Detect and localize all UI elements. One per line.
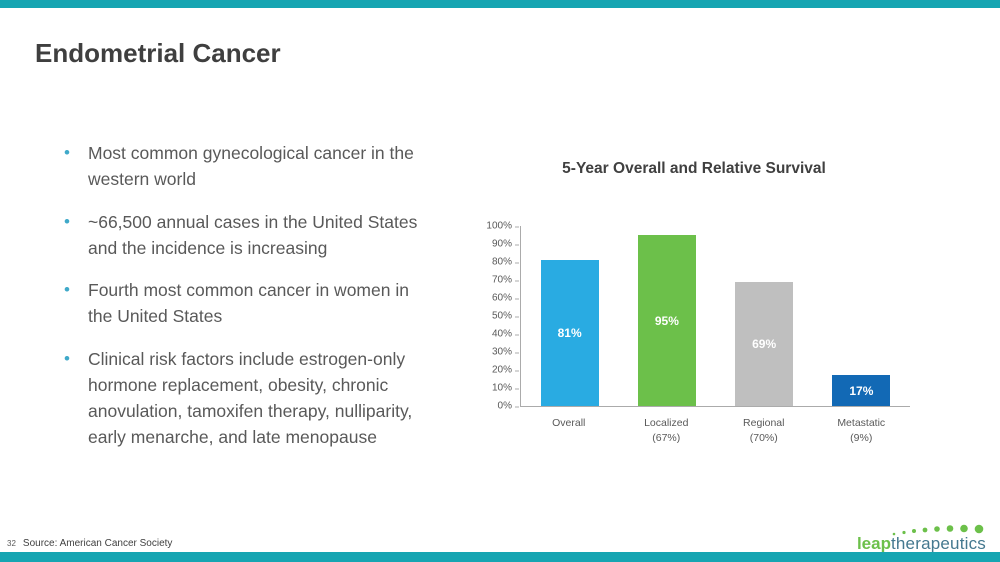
y-tick-label: 50% bbox=[491, 310, 520, 322]
bottom-accent-bar bbox=[0, 552, 1000, 562]
x-category-label: Localized (67%) bbox=[644, 417, 689, 444]
logo-leap-text: leap bbox=[856, 534, 891, 554]
bullet-list: Most common gynecological cancer in the … bbox=[62, 140, 424, 467]
bar-value-label: 81% bbox=[557, 326, 582, 341]
top-accent-bar bbox=[0, 0, 1000, 8]
bar-value-label: 17% bbox=[849, 383, 874, 398]
chart-body: 100% 90% 80% 70% 60% 50% 40% 30% 20% 10% 0% 81% 95%… bbox=[478, 221, 910, 445]
survival-bar-chart: 5-Year Overall and Relative Survival 100… bbox=[478, 160, 910, 445]
bar-column: 69% bbox=[716, 226, 813, 406]
bullet-item: Clinical risk factors include estrogen-o… bbox=[62, 346, 424, 451]
x-category-label: Metastatic (9%) bbox=[837, 417, 886, 444]
bar-value-label: 95% bbox=[654, 313, 679, 328]
y-tick-label: 80% bbox=[491, 256, 520, 268]
y-tick-label: 60% bbox=[491, 292, 520, 304]
page-number: 32 bbox=[7, 539, 16, 548]
bar-metastatic: 17% bbox=[832, 375, 891, 406]
plot-wrap: 81% 95% 69% 17% Overall Localized (67%) Region… bbox=[520, 226, 910, 445]
bullet-item: ~66,500 annual cases in the United State… bbox=[62, 209, 424, 262]
y-tick-label: 0% bbox=[497, 400, 520, 412]
bar-column: 95% bbox=[618, 226, 715, 406]
leap-therapeutics-logo: leaptherapeutics bbox=[857, 521, 986, 554]
y-tick-label: 90% bbox=[491, 238, 520, 250]
slide-title: Endometrial Cancer bbox=[35, 38, 281, 68]
y-tick-label: 30% bbox=[491, 346, 520, 358]
bar-regional: 69% bbox=[735, 281, 794, 406]
bullet-item: Fourth most common cancer in women in th… bbox=[62, 277, 424, 330]
bar-value-label: 69% bbox=[752, 336, 777, 351]
bar-column: 81% bbox=[521, 226, 618, 406]
bar-localized: 95% bbox=[637, 235, 696, 406]
logo-text: leaptherapeutics bbox=[856, 534, 986, 554]
chart-title: 5-Year Overall and Relative Survival bbox=[562, 160, 826, 177]
logo-therapeutics-text: therapeutics bbox=[890, 534, 986, 554]
plot-area: 81% 95% 69% 17% bbox=[520, 226, 910, 407]
x-axis-labels: Overall Localized (67%) Regional (70%) Metast… bbox=[520, 416, 910, 445]
y-tick-label: 20% bbox=[491, 364, 520, 376]
y-tick-label: 10% bbox=[491, 382, 520, 394]
bar-overall: 81% bbox=[540, 260, 599, 406]
x-category-label: Overall bbox=[552, 417, 586, 429]
bullet-item: Most common gynecological cancer in the … bbox=[62, 140, 424, 193]
footer: 32 Source: American Cancer Society bbox=[7, 538, 172, 549]
y-axis: 100% 90% 80% 70% 60% 50% 40% 30% 20% 10% 0% bbox=[478, 221, 520, 412]
bar-column: 17% bbox=[813, 226, 910, 406]
logo-dots-icon bbox=[892, 525, 984, 536]
y-tick-label: 100% bbox=[486, 220, 519, 232]
y-tick-label: 70% bbox=[491, 274, 520, 286]
x-category-label: Regional (70%) bbox=[743, 417, 785, 444]
source-text: Source: American Cancer Society bbox=[22, 538, 173, 549]
y-tick-label: 40% bbox=[491, 328, 520, 340]
